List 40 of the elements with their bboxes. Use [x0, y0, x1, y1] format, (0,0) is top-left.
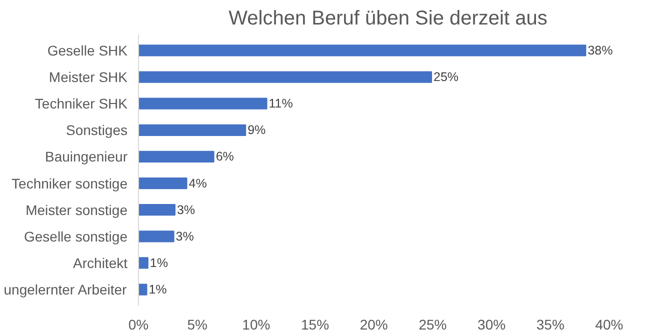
data-label: 25%: [434, 70, 459, 84]
y-tick-label: Meister SHK: [48, 69, 128, 86]
bar: [138, 150, 214, 163]
bar: [138, 257, 148, 269]
x-tick-label: 40%: [595, 316, 624, 332]
x-tick-label: 0%: [128, 316, 149, 332]
y-tick-label: Architekt: [73, 254, 128, 271]
chart-title: Welchen Beruf üben Sie derzeit aus: [228, 8, 548, 30]
y-tick-label: Geselle SHK: [47, 42, 128, 58]
y-tick-label: Techniker sonstige: [12, 175, 128, 192]
x-tick-label: 15%: [301, 316, 330, 332]
data-label: 38%: [588, 43, 613, 58]
y-tick-label: Meister sonstige: [26, 202, 128, 218]
y-tick-label: ungelernter Arbeiter: [4, 282, 128, 298]
data-label: 1%: [150, 256, 168, 270]
bar: [138, 284, 148, 296]
y-tick-label: Techniker SHK: [34, 96, 128, 112]
data-label: 11%: [268, 96, 293, 111]
data-label: 9%: [248, 123, 266, 138]
data-label: 3%: [176, 229, 194, 244]
y-tick-label: Bauingenieur: [44, 148, 128, 165]
data-label: 4%: [188, 176, 207, 190]
bar: [138, 44, 586, 56]
x-tick-label: 30%: [478, 316, 506, 332]
x-tick-label: 35%: [536, 316, 564, 332]
bar: [138, 230, 174, 242]
x-tick-label: 25%: [418, 316, 447, 332]
bar: [138, 71, 432, 83]
data-label: 6%: [216, 150, 234, 164]
data-label: 3%: [176, 202, 196, 217]
data-label: 1%: [148, 282, 167, 297]
y-tick-label: Geselle sonstige: [24, 228, 128, 244]
bar: [138, 98, 268, 110]
bar: [138, 177, 188, 190]
bar: [138, 204, 176, 216]
x-tick-label: 5%: [187, 316, 208, 332]
x-tick-label: 10%: [242, 316, 270, 332]
y-tick-label: Sonstiges: [66, 122, 128, 138]
x-tick-label: 20%: [360, 316, 388, 332]
bar: [138, 124, 246, 136]
